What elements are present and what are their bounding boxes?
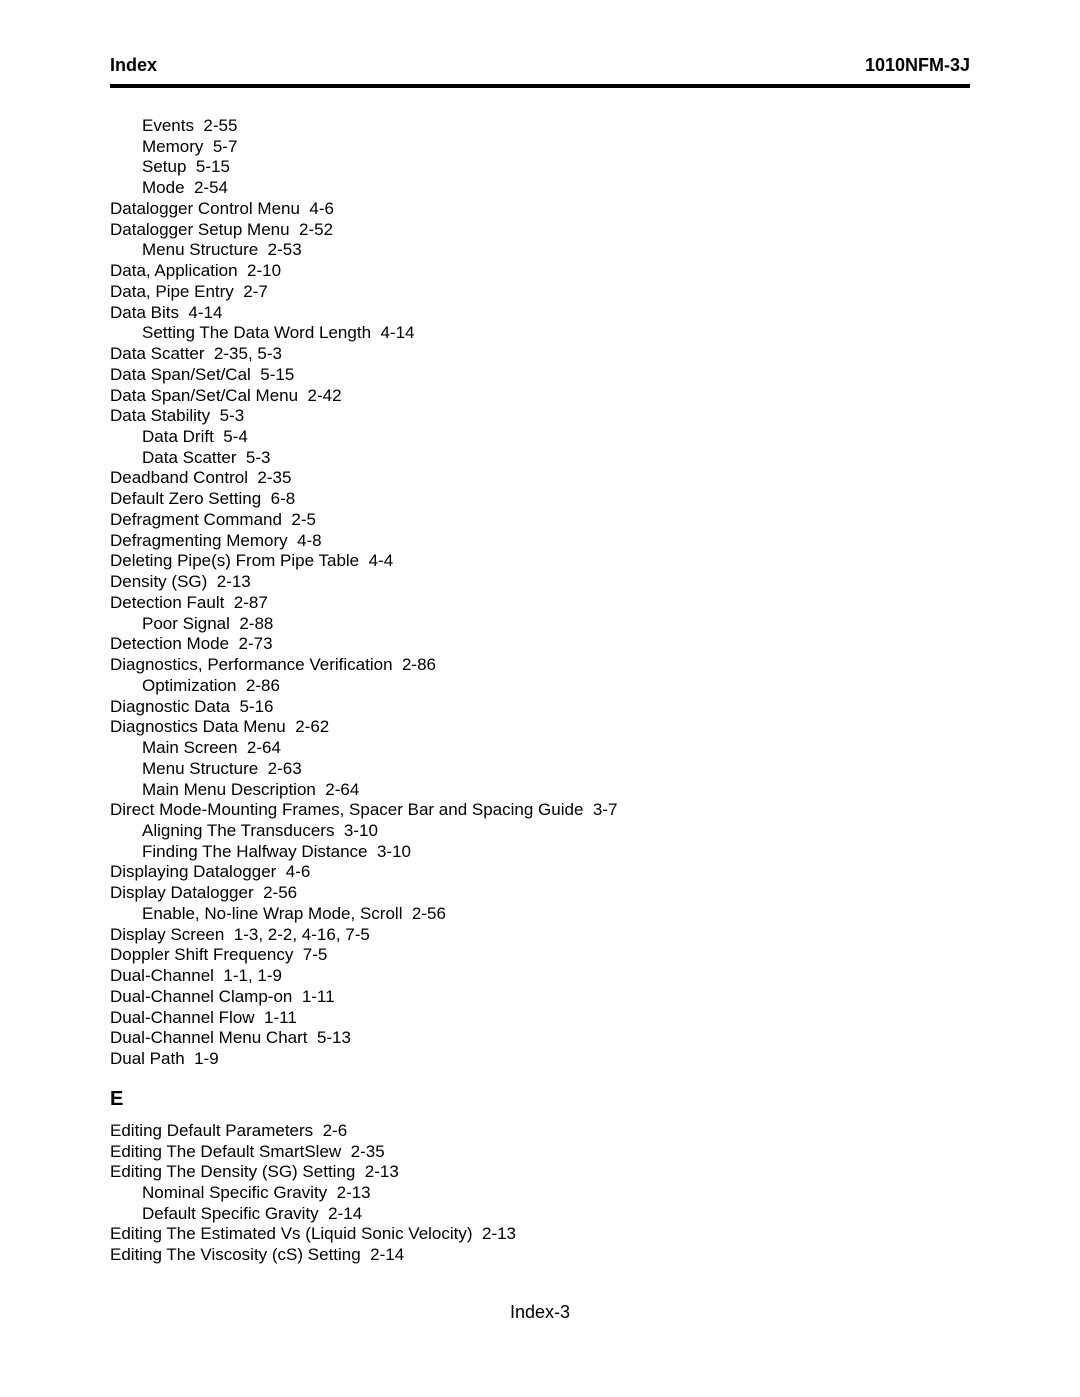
index-entry: Deadband Control 2-35 [110,468,970,489]
index-entry: Displaying Datalogger 4-6 [110,862,970,883]
index-entries-e: Editing Default Parameters 2-6Editing Th… [110,1121,970,1266]
page-number: Index-3 [110,1302,970,1323]
header-left: Index [110,55,157,76]
index-entry: Data, Pipe Entry 2-7 [110,282,970,303]
index-entry: Diagnostics Data Menu 2-62 [110,717,970,738]
index-entry: Optimization 2-86 [110,676,970,697]
index-entries-d: Events 2-55Memory 5-7Setup 5-15Mode 2-54… [110,116,970,1070]
index-entry: Data Scatter 5-3 [110,448,970,469]
index-entry: Direct Mode-Mounting Frames, Spacer Bar … [110,800,970,821]
index-page: Index 1010NFM-3J Events 2-55Memory 5-7Se… [0,0,1080,1363]
index-entry: Doppler Shift Frequency 7-5 [110,945,970,966]
index-entry: Memory 5-7 [110,137,970,158]
index-entry: Datalogger Control Menu 4-6 [110,199,970,220]
index-entry: Editing The Estimated Vs (Liquid Sonic V… [110,1224,970,1245]
index-entry: Diagnostic Data 5-16 [110,697,970,718]
index-entry: Deleting Pipe(s) From Pipe Table 4-4 [110,551,970,572]
index-entry: Data Scatter 2-35, 5-3 [110,344,970,365]
index-entry: Enable, No-line Wrap Mode, Scroll 2-56 [110,904,970,925]
index-entry: Detection Fault 2-87 [110,593,970,614]
index-entry: Editing The Viscosity (cS) Setting 2-14 [110,1245,970,1266]
index-entry: Mode 2-54 [110,178,970,199]
index-entry: Data Drift 5-4 [110,427,970,448]
header-right: 1010NFM-3J [865,55,970,76]
index-entry: Menu Structure 2-53 [110,240,970,261]
index-entry: Editing The Default SmartSlew 2-35 [110,1142,970,1163]
page-header: Index 1010NFM-3J [110,55,970,88]
index-entry: Setting The Data Word Length 4-14 [110,323,970,344]
index-entry: Editing Default Parameters 2-6 [110,1121,970,1142]
index-entry: Data Span/Set/Cal 5-15 [110,365,970,386]
section-letter-e: E [110,1088,970,1111]
index-entry: Dual-Channel Menu Chart 5-13 [110,1028,970,1049]
index-entry: Display Screen 1-3, 2-2, 4-16, 7-5 [110,925,970,946]
index-entry: Main Screen 2-64 [110,738,970,759]
index-entry: Dual-Channel Flow 1-11 [110,1008,970,1029]
index-entry: Display Datalogger 2-56 [110,883,970,904]
index-entry: Data Stability 5-3 [110,406,970,427]
index-entry: Data Span/Set/Cal Menu 2-42 [110,386,970,407]
index-entry: Diagnostics, Performance Verification 2-… [110,655,970,676]
index-entry: Dual Path 1-9 [110,1049,970,1070]
index-entry: Detection Mode 2-73 [110,634,970,655]
index-entry: Data Bits 4-14 [110,303,970,324]
index-entry: Data, Application 2-10 [110,261,970,282]
index-entry: Editing The Density (SG) Setting 2-13 [110,1162,970,1183]
index-entry: Finding The Halfway Distance 3-10 [110,842,970,863]
index-entry: Density (SG) 2-13 [110,572,970,593]
index-entry: Nominal Specific Gravity 2-13 [110,1183,970,1204]
index-entry: Datalogger Setup Menu 2-52 [110,220,970,241]
index-entry: Defragment Command 2-5 [110,510,970,531]
index-entry: Poor Signal 2-88 [110,614,970,635]
index-entry: Setup 5-15 [110,157,970,178]
index-entry: Menu Structure 2-63 [110,759,970,780]
index-entry: Events 2-55 [110,116,970,137]
index-entry: Aligning The Transducers 3-10 [110,821,970,842]
index-entry: Default Specific Gravity 2-14 [110,1204,970,1225]
index-entry: Dual-Channel Clamp-on 1-11 [110,987,970,1008]
index-entry: Default Zero Setting 6-8 [110,489,970,510]
index-entry: Defragmenting Memory 4-8 [110,531,970,552]
index-entry: Main Menu Description 2-64 [110,780,970,801]
index-entry: Dual-Channel 1-1, 1-9 [110,966,970,987]
